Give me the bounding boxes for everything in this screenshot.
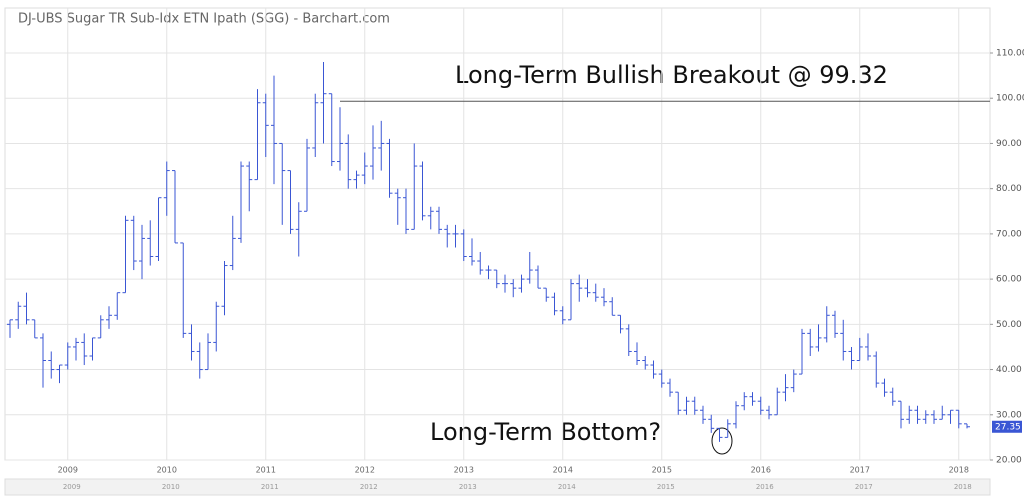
- y-tick-label: 70.00: [996, 229, 1022, 239]
- nav-label: 2017: [855, 483, 873, 491]
- navigator[interactable]: [4, 478, 991, 496]
- bottom-circle: [711, 427, 733, 455]
- x-tick-label: 2016: [751, 466, 771, 475]
- nav-label: 2011: [261, 483, 279, 491]
- nav-label: 2016: [756, 483, 774, 491]
- nav-label: 2015: [657, 483, 675, 491]
- y-tick-label: 50.00: [996, 320, 1022, 330]
- x-tick-label: 2011: [256, 466, 276, 475]
- nav-label: 2010: [162, 483, 180, 491]
- y-tick-label: 30.00: [996, 410, 1022, 420]
- y-tick-label: 100.00: [996, 94, 1024, 104]
- nav-label: 2009: [63, 483, 81, 491]
- chart-title: DJ-UBS Sugar TR Sub-Idx ETN Ipath (SGG) …: [18, 12, 390, 27]
- last-price-box: [992, 420, 1022, 433]
- y-tick-label: 20.00: [996, 456, 1022, 466]
- y-tick-label: 110.00: [996, 49, 1024, 59]
- annotation: Long-Term Bottom?: [430, 418, 661, 446]
- annotation: Long-Term Bullish Breakout @ 99.32: [455, 61, 888, 89]
- y-tick-label: 80.00: [996, 184, 1022, 194]
- x-tick-label: 2013: [454, 466, 474, 475]
- x-tick-label: 2012: [355, 466, 375, 475]
- x-tick-label: 2017: [850, 466, 870, 475]
- y-tick-label: 60.00: [996, 275, 1022, 285]
- nav-label: 2013: [459, 483, 477, 491]
- nav-label: 2014: [558, 483, 576, 491]
- x-tick-label: 2014: [553, 466, 573, 475]
- x-tick-label: 2009: [58, 466, 78, 475]
- x-tick-label: 2018: [949, 466, 969, 475]
- x-tick-label: 2010: [157, 466, 177, 475]
- nav-label: 2012: [360, 483, 378, 491]
- last-price-label: 27.35: [995, 422, 1021, 432]
- y-tick-label: 40.00: [996, 365, 1022, 375]
- nav-label: 2018: [954, 483, 972, 491]
- x-tick-label: 2015: [652, 466, 672, 475]
- y-tick-label: 90.00: [996, 139, 1022, 149]
